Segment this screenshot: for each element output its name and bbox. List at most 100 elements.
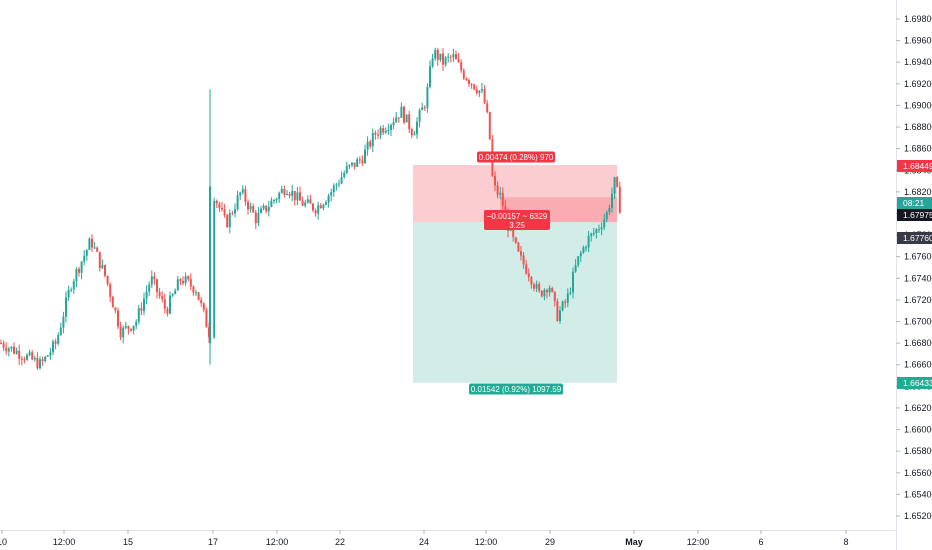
candle-body [470,83,473,85]
candle-body [616,177,619,187]
entry-tag-text: 1.67760 [903,233,932,243]
candle-body [161,296,164,300]
y-tick-label: 1.67200 [904,295,932,305]
candle-body [496,185,499,195]
candle-body [148,284,151,292]
candle-body [223,209,226,216]
candle-body [72,281,75,290]
candle-body [26,354,28,360]
candle-body [405,114,408,123]
stop-label: 0.00474 (0.28%) 970 [479,153,554,162]
candle-body [455,54,457,60]
candle-body [327,195,330,203]
candle-body [561,301,564,311]
y-tick-label: 1.66600 [904,360,932,370]
candle-body [202,303,205,310]
candle-body [236,195,239,210]
candle-body [603,219,606,228]
y-tick-label: 1.69200 [904,79,932,89]
y-tick-label: 1.66000 [904,425,932,435]
candle-body [572,271,574,293]
y-tick-label: 1.67000 [904,317,932,327]
candle-body [483,89,486,104]
candle-body [163,299,166,309]
candle-body [221,207,223,210]
candle-body [174,290,177,295]
candle-body [587,236,590,248]
candle-body [421,107,424,111]
candle-body [530,277,533,285]
candle-body [400,106,403,118]
candle-body [371,132,374,147]
candle-body [122,327,125,338]
candle-body [335,184,338,186]
candle-body [468,80,470,84]
candle-body [312,203,314,211]
candle-body [213,200,216,338]
candle-body [41,359,44,362]
take-profit-tag-text: 1.66433 [903,378,932,388]
candle-body [535,284,538,289]
candle-body [252,206,255,213]
candle-body [449,56,452,58]
candle-body [444,57,447,65]
x-tick-label: 15 [123,537,133,547]
candle-body [364,149,366,164]
candle-body [299,192,301,201]
candle-body [447,56,450,58]
candle-body [150,276,153,285]
candle-body [218,203,221,208]
y-tick-label: 1.65800 [904,446,932,456]
candle-body [309,199,312,204]
candle-body [171,294,174,296]
candle-body [39,359,41,369]
candle-body [579,252,582,257]
candle-body [392,122,395,125]
candle-body [332,185,335,193]
stop-loss-tag [897,160,932,172]
price-axis-labels: 1.68449 08:21 1.67975 1.67760 1.66433 [897,160,932,389]
candle-body [416,121,418,135]
candle-body [137,308,140,322]
candle-body [104,264,106,276]
candle-body [226,215,229,228]
candle-body [559,310,561,322]
candle-body [184,276,187,284]
candle-body [426,86,429,108]
candle-body [366,141,369,150]
risk-reward-label: 3.25 [509,221,525,230]
candle-body [494,175,496,186]
candle-body [46,355,49,357]
candle-body [465,78,468,81]
gap-candle-body [209,186,211,344]
candle-body [231,213,234,215]
candle-body [377,134,379,136]
last-price-tag-text: 1.67975 [903,210,932,220]
candle-body [504,205,507,213]
candle-body [109,284,112,297]
candle-body [429,66,431,87]
x-tick-label: 6 [758,537,763,547]
candle-body [293,190,296,201]
candle-body [598,229,600,231]
candle-body [395,117,398,123]
candle-body [473,84,476,90]
candle-body [382,127,385,133]
candle-body [546,289,548,293]
candle-body [78,268,80,273]
price-axis[interactable]: 1.69800 1.69600 1.69400 1.69200 1.69000 1.688… [896,14,932,521]
candle-body [83,255,86,262]
candle-body [96,247,99,252]
long-position-tool[interactable] [413,164,617,383]
candle-body [356,159,359,167]
time-axis[interactable]: 10 12:00 15 17 12:00 22 24 12:00 29 May 12:00 6 8 [0,530,849,547]
candle-body [247,201,249,210]
candle-body [325,202,327,205]
x-tick-label: 24 [419,537,429,547]
candle-body [283,188,286,195]
candle-body [176,279,179,291]
candle-body [564,301,567,303]
x-tick-label: 12:00 [475,537,498,547]
